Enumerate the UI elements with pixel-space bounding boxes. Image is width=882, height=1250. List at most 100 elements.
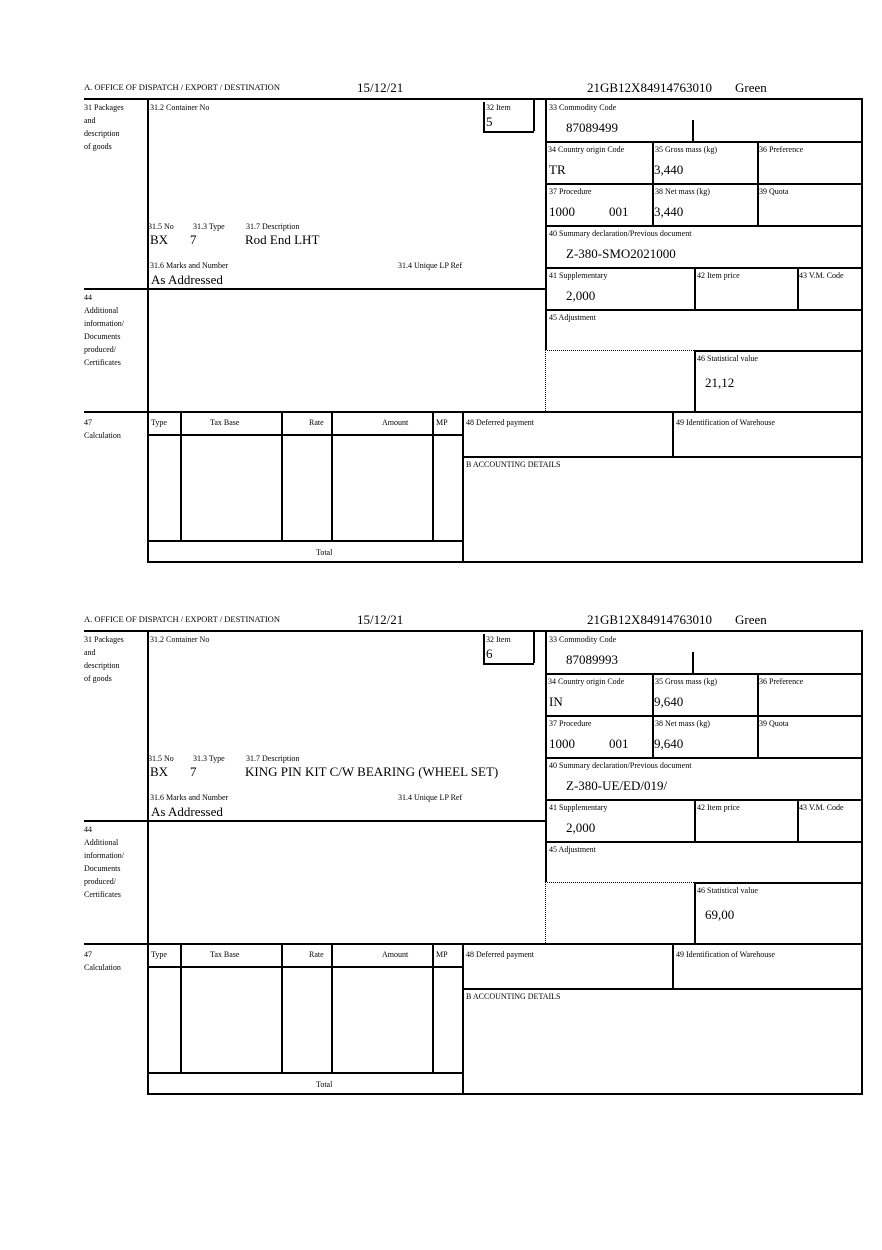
box31-label: and	[84, 648, 96, 657]
form-rule	[84, 411, 863, 413]
form-rule	[797, 799, 799, 841]
form-rule	[533, 98, 535, 131]
country-label: 34 Country origin Code	[548, 145, 625, 154]
box44-label: information/	[84, 319, 124, 328]
dotted-rule	[545, 350, 694, 351]
form-rule	[281, 943, 283, 1072]
warehouse-label: 49 Identification of Warehouse	[676, 950, 775, 959]
box31-label: of goods	[84, 142, 112, 151]
adjustment-label: 45 Adjustment	[549, 313, 596, 322]
accounting-details-label: B ACCOUNTING DETAILS	[466, 992, 561, 1001]
procedure-value: 1000	[549, 204, 575, 219]
reference-number: 21GB12X84914763010	[587, 612, 712, 627]
form-rule	[757, 673, 759, 757]
box44-label: 44	[84, 293, 92, 302]
net-mass-label: 38 Net mass (kg)	[655, 719, 710, 728]
commodity-label: 33 Commodity Code	[549, 103, 617, 112]
item-label: 32 Item	[486, 103, 511, 112]
form-rule	[483, 131, 534, 133]
summary-label: 40 Summary declaration/Previous document	[549, 229, 692, 238]
form-rule	[331, 943, 333, 1072]
marks-label: 31.6 Marks and Number	[150, 793, 229, 802]
form-rule	[861, 98, 863, 562]
calc-col-mp: MP	[436, 418, 448, 427]
box44-label: Certificates	[84, 358, 121, 367]
date-value: 15/12/21	[357, 80, 404, 95]
preference-label: 36 Preference	[759, 145, 804, 154]
date-value: 15/12/21	[357, 612, 404, 627]
form-rule	[545, 841, 863, 843]
form-rule	[672, 943, 674, 988]
box44-label: Documents	[84, 864, 121, 873]
form-rule	[281, 411, 283, 540]
preference-label: 36 Preference	[759, 677, 804, 686]
summary-value: Z-380-SMO2021000	[566, 246, 676, 261]
quota-label: 39 Quota	[759, 187, 789, 196]
dotted-rule	[545, 350, 546, 411]
dotted-rule	[545, 882, 546, 943]
form-rule	[692, 652, 694, 673]
form-rule	[545, 141, 863, 143]
form-rule	[147, 561, 863, 563]
box44-label: 44	[84, 825, 92, 834]
form-rule	[462, 456, 863, 458]
form-rule	[672, 411, 674, 456]
net-mass-value: 3,440	[654, 204, 684, 219]
form-rule	[84, 943, 863, 945]
form-rule	[180, 943, 182, 1072]
gross-mass-label: 35 Gross mass (kg)	[655, 145, 717, 154]
form-rule	[692, 120, 694, 141]
office-header: A. OFFICE OF DISPATCH / EXPORT / DESTINA…	[84, 614, 280, 624]
accounting-details-label: B ACCOUNTING DETAILS	[466, 460, 561, 469]
form-rule	[483, 634, 485, 663]
box47-label: Calculation	[84, 963, 121, 972]
form-rule	[545, 715, 863, 717]
form-rule	[147, 1072, 462, 1074]
office-header: A. OFFICE OF DISPATCH / EXPORT / DESTINA…	[84, 82, 280, 92]
form-rule	[462, 988, 863, 990]
no-label: 31.5 No	[148, 222, 174, 231]
packages-no-value: BX	[150, 764, 169, 779]
route-value: Green	[735, 612, 767, 627]
form-rule	[545, 225, 863, 227]
net-mass-label: 38 Net mass (kg)	[655, 187, 710, 196]
box31-label: of goods	[84, 674, 112, 683]
form-rule	[694, 350, 696, 411]
no-label: 31.5 No	[148, 754, 174, 763]
calc-total-label: Total	[316, 548, 333, 557]
box31-label: 31 Packages	[84, 635, 124, 644]
commodity-label: 33 Commodity Code	[549, 635, 617, 644]
box44-label: produced/	[84, 345, 116, 354]
packages-type-value: 7	[190, 764, 197, 779]
form-rule	[545, 183, 863, 185]
form-rule	[861, 630, 863, 1094]
statistical-label: 46 Statistical value	[697, 354, 758, 363]
box44-label: Certificates	[84, 890, 121, 899]
form-rule	[147, 434, 462, 436]
container-no-label: 31.2 Container No	[150, 635, 210, 644]
form-rule	[652, 673, 654, 757]
gross-mass-label: 35 Gross mass (kg)	[655, 677, 717, 686]
box31-label: 31 Packages	[84, 103, 124, 112]
statistical-value: 69,00	[705, 907, 735, 922]
form-rule	[84, 820, 545, 822]
form-rule	[462, 943, 464, 1094]
box31-label: and	[84, 116, 96, 125]
form-rule	[147, 966, 462, 968]
calc-col-amount: Amount	[382, 950, 409, 959]
form-rule	[545, 309, 863, 311]
box31-label: description	[84, 129, 120, 138]
quota-label: 39 Quota	[759, 719, 789, 728]
form-rule	[533, 630, 535, 663]
calc-col-tax-base: Tax Base	[210, 418, 240, 427]
adjustment-label: 45 Adjustment	[549, 845, 596, 854]
commodity-value: 87089499	[566, 120, 618, 135]
supplementary-label: 41 Supplementary	[549, 271, 608, 280]
route-value: Green	[735, 80, 767, 95]
box47-label: 47	[84, 418, 92, 427]
form-rule	[432, 411, 434, 540]
marks-value: As Addressed	[151, 804, 223, 819]
form-rule	[545, 98, 547, 350]
country-label: 34 Country origin Code	[548, 677, 625, 686]
form-rule	[180, 411, 182, 540]
